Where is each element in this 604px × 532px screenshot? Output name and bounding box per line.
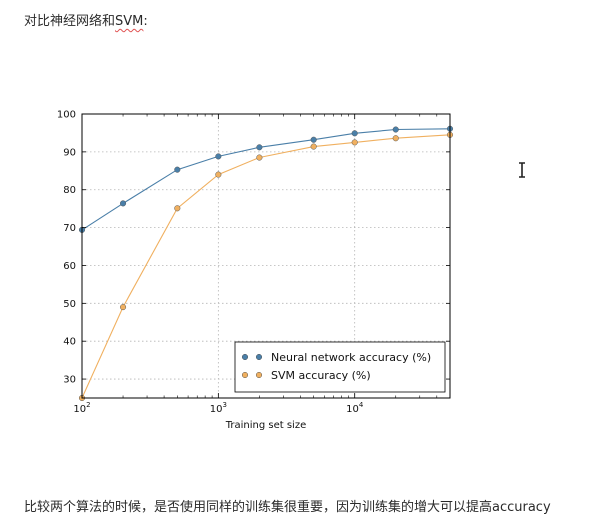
document-paragraph: 比较两个算法的时候，是否使用同样的训练集很重要，因为训练集的增大可以提高accu… — [24, 500, 551, 515]
y-tick-label: 90 — [63, 147, 76, 158]
legend-box — [234, 341, 446, 393]
plot-frame — [81, 113, 451, 399]
axis-labels: 30 40 50 60 70 80 90 100 102 103 104 Training set s… — [57, 110, 364, 432]
data-point-series-2 — [310, 143, 317, 150]
x-tick-label: 102 — [73, 401, 90, 415]
x-tick-label: 103 — [210, 401, 227, 415]
y-tick-label: 30 — [63, 375, 76, 386]
legend-marker — [241, 353, 249, 361]
series-lines — [78, 125, 454, 402]
axis-ticks — [81, 113, 451, 398]
data-point-series-1 — [119, 200, 127, 207]
data-point-series-1 — [256, 144, 263, 151]
y-tick-label: 100 — [57, 110, 76, 121]
legend-marker — [241, 371, 249, 379]
accuracy-chart: 30 40 50 60 70 80 90 100 102 103 104 Training set s… — [40, 100, 470, 440]
data-point-series-2 — [256, 154, 263, 161]
chart-svg: 30 40 50 60 70 80 90 100 102 103 104 Training set s… — [57, 110, 454, 432]
legend-marker — [255, 371, 263, 379]
document-heading: 对比神经网络和SVM: — [24, 10, 148, 29]
data-point-series-1 — [215, 153, 222, 160]
data-point-series-2 — [215, 171, 222, 178]
heading-svm-word: SVM — [115, 14, 144, 29]
y-tick-label: 50 — [63, 299, 76, 310]
legend: Neural network accuracy (%) SVM accuracy … — [234, 341, 446, 393]
y-tick-label: 40 — [63, 337, 76, 348]
data-point-series-2 — [174, 205, 181, 212]
legend-label: Neural network accuracy (%) — [271, 351, 431, 364]
heading-text: 对比神经网络和 — [24, 14, 116, 29]
y-tick-label: 60 — [63, 261, 76, 272]
data-point-series-1 — [351, 130, 358, 137]
y-tick-label: 70 — [63, 223, 76, 234]
legend-label: SVM accuracy (%) — [271, 369, 371, 382]
series-line-1 — [81, 128, 451, 231]
data-point-series-1 — [392, 126, 399, 133]
text-cursor-icon — [517, 162, 527, 178]
y-tick-label: 80 — [63, 185, 76, 196]
heading-colon: : — [143, 14, 148, 29]
data-point-series-2 — [392, 135, 399, 142]
legend-marker — [255, 353, 263, 361]
x-axis-label: Training set size — [225, 420, 307, 431]
data-point-series-1 — [174, 166, 181, 173]
data-point-series-1 — [310, 136, 317, 143]
data-point-series-2 — [351, 139, 358, 146]
data-point-series-2 — [119, 304, 127, 311]
x-tick-label: 104 — [346, 401, 364, 415]
